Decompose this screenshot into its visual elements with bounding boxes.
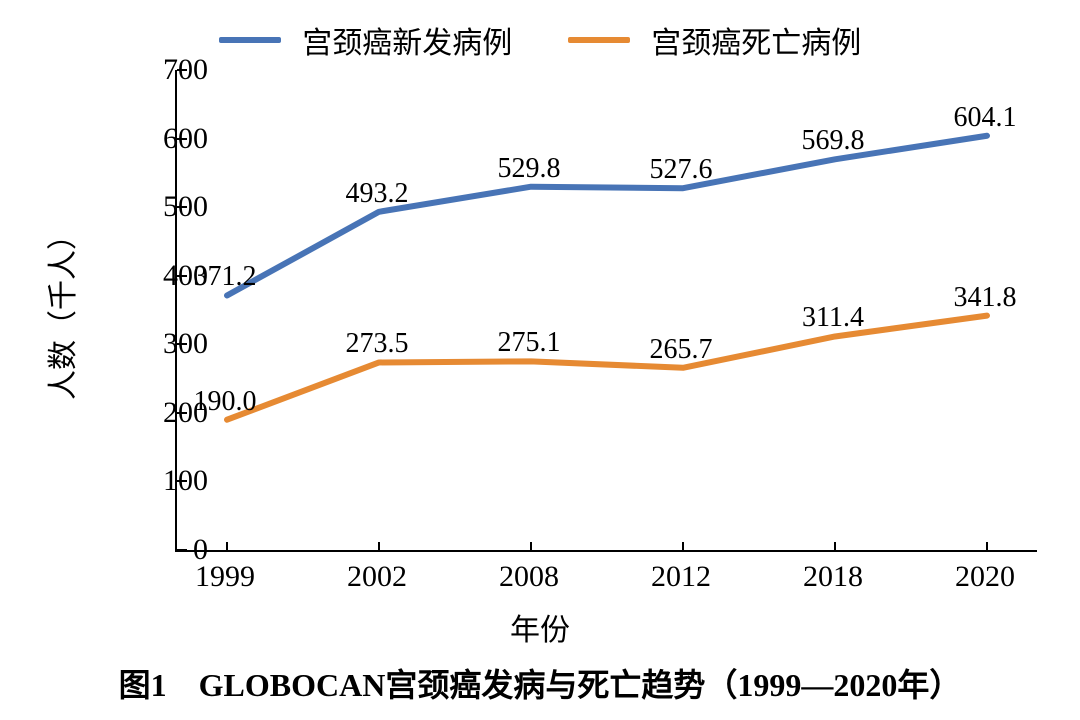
y-tick-label: 300 (163, 327, 208, 361)
y-tick-label: 700 (163, 53, 208, 87)
y-tick-label: 500 (163, 190, 208, 224)
caption-text: GLOBOCAN宫颈癌发病与死亡趋势（1999—2020年） (199, 667, 962, 703)
legend-swatch-icon (568, 37, 630, 43)
x-tick (986, 542, 988, 552)
caption-prefix: 图1 (119, 667, 167, 703)
x-tick-label: 2008 (499, 560, 559, 594)
legend-item-deaths: 宫颈癌死亡病例 (568, 18, 862, 62)
x-tick (834, 542, 836, 552)
x-tick (682, 542, 684, 552)
x-tick (378, 542, 380, 552)
x-tick-label: 2012 (651, 560, 711, 594)
x-tick-label: 1999 (195, 560, 255, 594)
y-axis-title: 人数（千人） (38, 220, 82, 400)
x-tick (530, 542, 532, 552)
x-tick (226, 542, 228, 552)
legend-swatch-icon (219, 37, 281, 43)
data-label-new-cases: 604.1 (954, 102, 1017, 134)
y-tick-label: 100 (163, 464, 208, 498)
data-label-deaths: 265.7 (650, 334, 713, 366)
plot-area (175, 70, 1037, 552)
legend-label: 宫颈癌新发病例 (302, 27, 512, 60)
data-label-new-cases: 527.6 (650, 154, 713, 186)
figure: 宫颈癌新发病例 宫颈癌死亡病例 人数（千人） 年份 图1 GLOBOCAN宫颈癌… (0, 0, 1080, 720)
data-label-new-cases: 493.2 (346, 178, 409, 210)
figure-caption: 图1 GLOBOCAN宫颈癌发病与死亡趋势（1999—2020年） (0, 660, 1080, 706)
data-label-deaths: 275.1 (498, 327, 561, 359)
data-label-deaths: 273.5 (346, 328, 409, 360)
data-label-new-cases: 371.2 (194, 261, 257, 293)
y-tick-label: 600 (163, 122, 208, 156)
data-label-deaths: 311.4 (802, 302, 864, 334)
x-tick-label: 2020 (955, 560, 1015, 594)
data-label-deaths: 190.0 (194, 386, 257, 418)
x-tick-label: 2002 (347, 560, 407, 594)
line-deaths (227, 316, 987, 420)
data-label-new-cases: 569.8 (802, 125, 865, 157)
legend: 宫颈癌新发病例 宫颈癌死亡病例 (0, 18, 1080, 62)
y-tick (177, 549, 187, 551)
data-label-new-cases: 529.8 (498, 153, 561, 185)
legend-item-new-cases: 宫颈癌新发病例 (219, 18, 513, 62)
data-label-deaths: 341.8 (954, 282, 1017, 314)
x-axis-title: 年份 (0, 605, 1080, 649)
line-new-cases (227, 136, 987, 296)
chart-svg (177, 70, 1037, 550)
x-tick-label: 2018 (803, 560, 863, 594)
legend-label: 宫颈癌死亡病例 (651, 27, 861, 60)
